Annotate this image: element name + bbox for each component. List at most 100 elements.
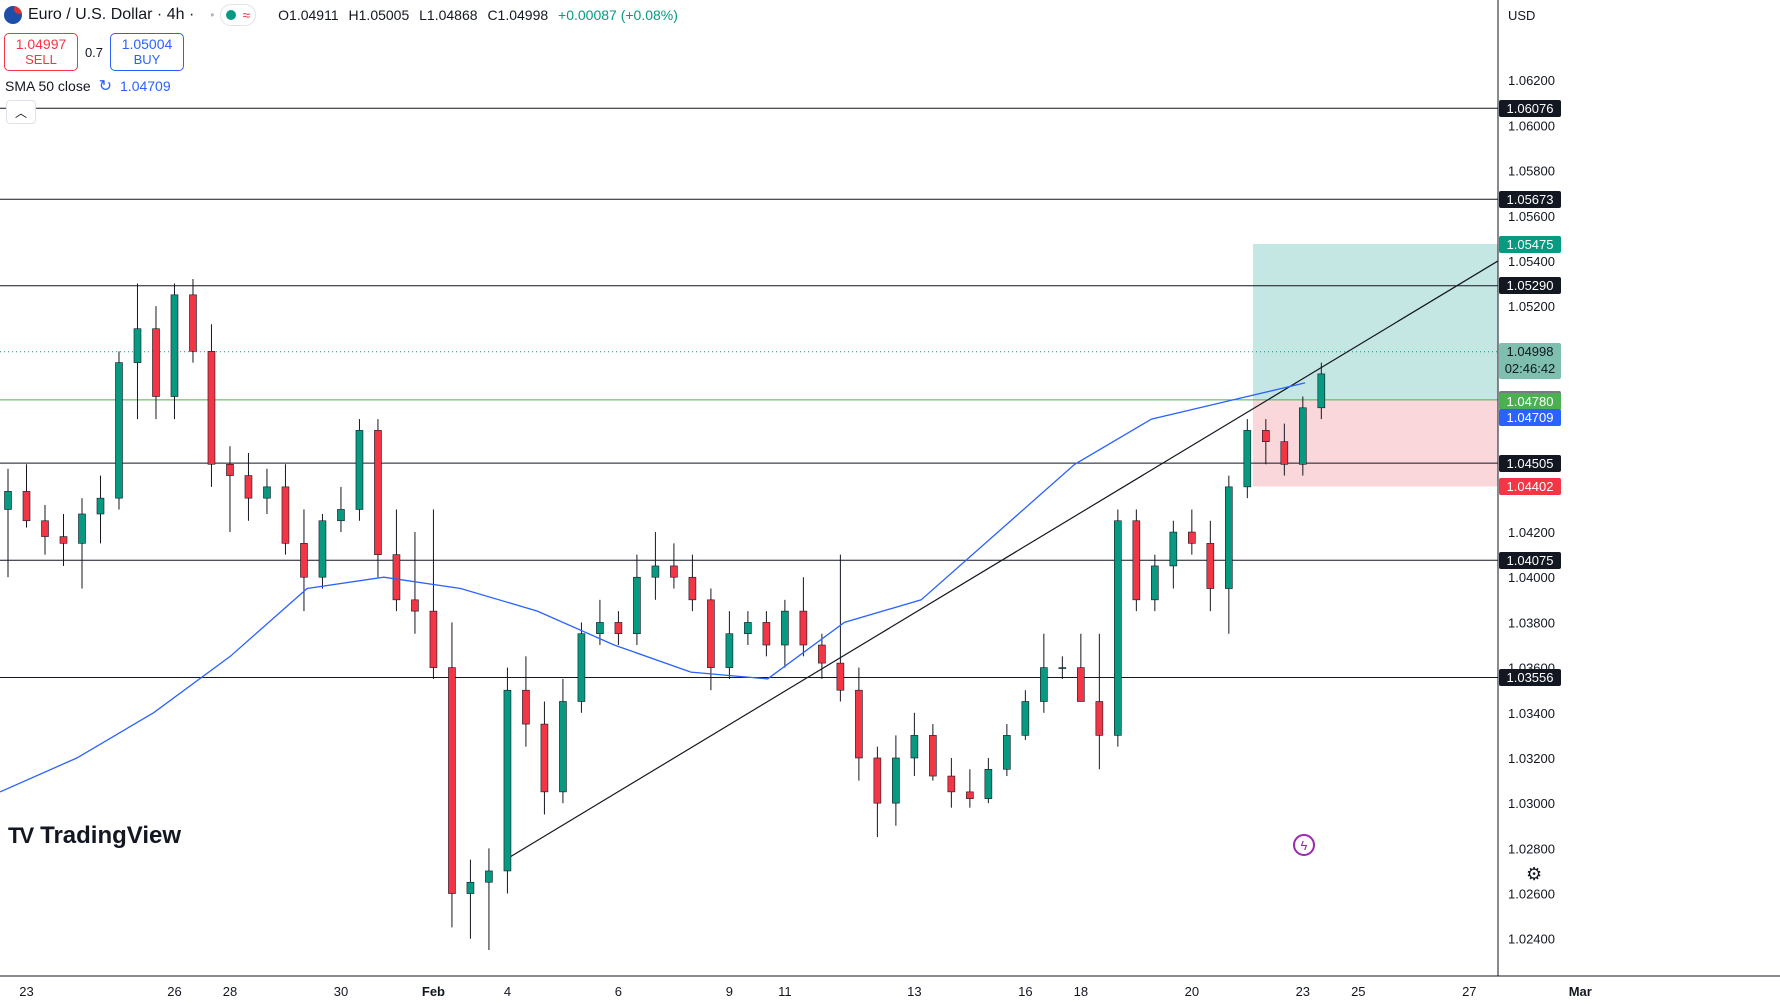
time-tick-label: Feb (422, 984, 445, 999)
symbol-header: Euro / U.S. Dollar · 4h · • ≈ O1.04911 H… (4, 2, 684, 28)
candle-body (781, 610, 789, 646)
time-tick-label: 30 (334, 984, 348, 999)
time-tick-label: 23 (19, 984, 33, 999)
price-tick-label: 1.05400 (1508, 254, 1555, 269)
candle-body (485, 870, 493, 883)
price-tag-bid: 1.04780 (1499, 392, 1561, 410)
candle-body (559, 701, 567, 793)
candle-body (448, 667, 456, 894)
candle-body (244, 475, 253, 499)
price-tick-label: 1.03200 (1508, 751, 1555, 766)
time-tick-label: 26 (167, 984, 181, 999)
candle-body (133, 328, 142, 363)
time-tick-label: 9 (726, 984, 733, 999)
candle-body (263, 486, 271, 499)
candle-body (1132, 520, 1141, 601)
candle-body (1188, 531, 1196, 544)
candle-body (1169, 531, 1178, 567)
candle-body (1095, 701, 1104, 736)
candle-body (189, 294, 197, 352)
buy-label: BUY (133, 52, 161, 67)
price-tick-label: 1.06000 (1508, 118, 1555, 133)
candle-body (152, 328, 160, 397)
buy-button[interactable]: 1.05004 BUY (110, 33, 184, 71)
price-tag-level: 1.05673 (1499, 190, 1561, 208)
candle-body (947, 775, 956, 793)
ohlc-open: O1.04911 (278, 7, 339, 23)
candle-body (78, 513, 86, 544)
sma-label: SMA 50 close (5, 78, 91, 94)
price-tick-label: 1.05600 (1508, 209, 1555, 224)
candle-body (799, 610, 808, 646)
candle-body (1243, 430, 1252, 488)
candle-body (892, 757, 900, 804)
ohlc-close: C1.04998 (487, 7, 549, 23)
candle-body (744, 622, 752, 635)
candle-body (1077, 667, 1085, 702)
collapse-legend-button[interactable]: ︿ (6, 100, 36, 124)
price-tag-level: 1.04505 (1499, 454, 1561, 472)
ohlc-high: H1.05005 (348, 7, 410, 23)
price-tick-label: 1.03400 (1508, 706, 1555, 721)
price-tick-label: 1.02800 (1508, 841, 1555, 856)
candle-body (522, 689, 530, 725)
price-tick-label: 1.03000 (1508, 796, 1555, 811)
price-tag-level: 1.05290 (1499, 277, 1561, 295)
candle-body (910, 735, 919, 759)
loss-zone (1253, 399, 1498, 487)
time-tick-label: 16 (1018, 984, 1032, 999)
candle-body (429, 610, 438, 668)
price-tick-label: 1.02600 (1508, 887, 1555, 902)
candle-body (1317, 373, 1326, 409)
ohlc-low: L1.04868 (419, 7, 478, 23)
candle-body (1206, 543, 1215, 589)
time-tick-label: 28 (223, 984, 237, 999)
candle-body (540, 723, 549, 793)
buy-price: 1.05004 (121, 36, 173, 52)
gear-icon[interactable]: ⚙ (1526, 864, 1543, 884)
symbol-title[interactable]: Euro / U.S. Dollar · 4h · (28, 6, 195, 23)
price-tag-level: 1.03556 (1499, 669, 1561, 687)
price-tag-target: 1.05475 (1499, 235, 1561, 253)
trendline (504, 260, 1499, 861)
sell-button[interactable]: 1.04997 SELL (4, 33, 78, 71)
price-tick-label: 1.05200 (1508, 299, 1555, 314)
candle-body (1299, 407, 1307, 465)
candle-body (1040, 667, 1048, 702)
sma-line (0, 382, 1306, 793)
sma-legend[interactable]: SMA 50 close ↻ 1.04709 (5, 76, 171, 96)
time-tick-label: 27 (1462, 984, 1476, 999)
market-status-pill[interactable]: ≈ (220, 4, 257, 26)
lightning-icon[interactable]: ϟ (1293, 834, 1315, 856)
trade-panel: 1.04997 SELL 0.7 1.05004 BUY (4, 33, 184, 71)
candle-body (59, 536, 68, 544)
time-axis: 23 26 28 30 Feb 4 6 9 11 13 16 18 20 23 25 27 Mar (19, 984, 1592, 999)
chevron-up-icon: ︿ (14, 105, 27, 120)
time-tick-label: 25 (1351, 984, 1365, 999)
candle-body (300, 543, 308, 578)
candle-body (115, 362, 123, 499)
candle-body (170, 294, 179, 397)
candle-body (374, 430, 382, 555)
sell-price: 1.04997 (15, 36, 67, 52)
candle-body (966, 791, 974, 799)
candle-body (281, 486, 290, 544)
candle-body (22, 491, 31, 522)
currency-selector[interactable]: USD (1508, 7, 1536, 23)
candle-body (929, 735, 937, 777)
price-tick-label: 1.03800 (1508, 615, 1555, 630)
sma-value: 1.04709 (120, 78, 171, 94)
candlesticks (4, 279, 1326, 951)
candle-body (577, 633, 586, 702)
candle-body (651, 565, 660, 578)
price-tag-stop: 1.04402 (1499, 477, 1561, 495)
candle-body (633, 576, 641, 635)
candle-body (1280, 441, 1289, 465)
candle-body (670, 565, 678, 578)
candle-body (762, 622, 771, 646)
price-tick-label: 1.06200 (1508, 73, 1555, 88)
candle-body (688, 576, 697, 601)
time-tick-label: 20 (1185, 984, 1199, 999)
candle-body (226, 463, 234, 476)
